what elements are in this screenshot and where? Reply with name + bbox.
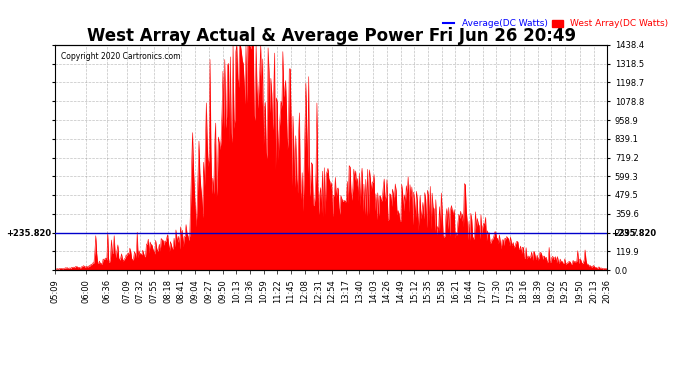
Text: +235.820: +235.820 xyxy=(611,229,656,238)
Text: Copyright 2020 Cartronics.com: Copyright 2020 Cartronics.com xyxy=(61,52,180,61)
Text: +235.820: +235.820 xyxy=(7,229,52,238)
Legend: Average(DC Watts), West Array(DC Watts): Average(DC Watts), West Array(DC Watts) xyxy=(440,16,671,32)
Title: West Array Actual & Average Power Fri Jun 26 20:49: West Array Actual & Average Power Fri Ju… xyxy=(87,27,575,45)
